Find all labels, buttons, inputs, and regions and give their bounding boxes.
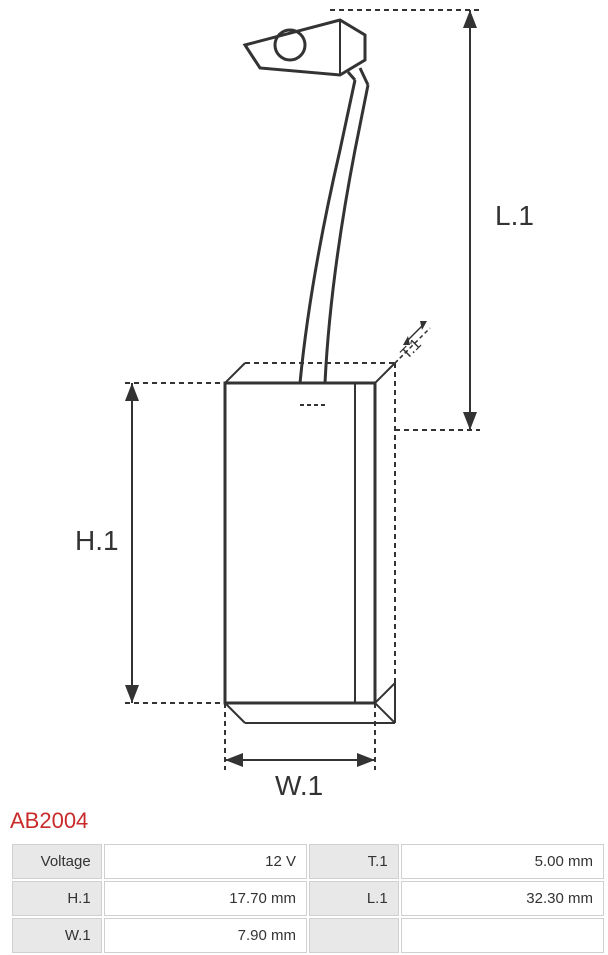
perspective-line xyxy=(225,363,245,383)
table-row: H.1 17.70 mm L.1 32.30 mm xyxy=(12,881,604,916)
spec-label: L.1 xyxy=(309,881,399,916)
spec-label: Voltage xyxy=(12,844,102,879)
brush-body-front xyxy=(225,383,375,703)
label-w1: W.1 xyxy=(275,770,323,800)
label-h1: H.1 xyxy=(75,525,119,556)
spec-label: W.1 xyxy=(12,918,102,953)
product-title: AB2004 xyxy=(0,800,608,842)
spec-label: T.1 xyxy=(309,844,399,879)
table-row: Voltage 12 V T.1 5.00 mm xyxy=(12,844,604,879)
spec-value xyxy=(401,918,604,953)
terminal-connector xyxy=(245,20,368,85)
technical-diagram: L.1 T.1 H.1 W.1 xyxy=(0,0,608,800)
spec-label: H.1 xyxy=(12,881,102,916)
spec-table: Voltage 12 V T.1 5.00 mm H.1 17.70 mm L.… xyxy=(10,842,606,955)
dimension-l1: L.1 xyxy=(330,10,534,430)
perspective-line xyxy=(225,703,245,723)
spec-value: 5.00 mm xyxy=(401,844,604,879)
diagram-svg: L.1 T.1 H.1 W.1 xyxy=(0,0,608,800)
perspective-line xyxy=(375,683,395,703)
spec-value: 32.30 mm xyxy=(401,881,604,916)
dimension-h1: H.1 xyxy=(75,383,225,703)
dimension-w1: W.1 xyxy=(225,703,375,800)
spec-value: 17.70 mm xyxy=(104,881,307,916)
table-row: W.1 7.90 mm xyxy=(12,918,604,953)
perspective-line xyxy=(375,703,395,723)
label-l1: L.1 xyxy=(495,200,534,231)
wire-right xyxy=(325,85,368,383)
spec-value: 12 V xyxy=(104,844,307,879)
spec-value: 7.90 mm xyxy=(104,918,307,953)
label-t1: T.1 xyxy=(398,336,425,363)
spec-label xyxy=(309,918,399,953)
